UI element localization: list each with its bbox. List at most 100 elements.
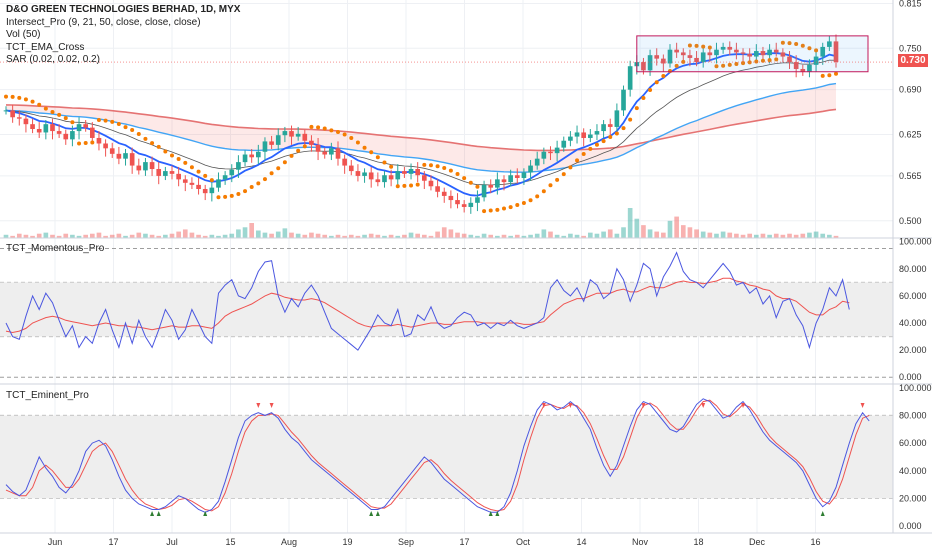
legend-intersect: Intersect_Pro (9, 21, 50, close, close, … xyxy=(6,16,201,28)
candle-body xyxy=(335,148,341,159)
volume-bar xyxy=(163,234,168,238)
candle-body xyxy=(587,134,593,138)
volume-bar xyxy=(627,208,633,238)
sar-dot xyxy=(362,145,367,150)
volume-bar xyxy=(435,231,440,238)
sar-dot xyxy=(17,95,22,100)
candle-body xyxy=(508,175,513,183)
candle-body xyxy=(395,171,401,180)
sar-dots xyxy=(4,40,838,214)
sar-dot xyxy=(269,171,274,176)
candle-body xyxy=(189,182,195,185)
candle-body xyxy=(747,53,753,57)
candle-body xyxy=(594,131,600,135)
sar-dot xyxy=(681,59,686,64)
volume-bar xyxy=(475,235,480,238)
sar-dot xyxy=(302,144,307,149)
buy-arrow-icon xyxy=(820,511,825,516)
candle-body xyxy=(707,52,713,56)
volume-bar xyxy=(787,233,792,238)
volume-bar xyxy=(362,234,367,238)
sar-dot xyxy=(316,125,321,130)
volume-bar xyxy=(255,230,261,238)
sar-dot xyxy=(648,88,653,93)
candle-body xyxy=(70,131,75,140)
sar-dot xyxy=(807,46,812,51)
candle-body xyxy=(255,151,261,158)
sar-dot xyxy=(256,181,261,186)
volume-bar xyxy=(408,232,414,238)
volume-bar xyxy=(767,234,772,238)
y-tick-label: 0.000 xyxy=(899,521,922,531)
sar-dot xyxy=(375,155,380,160)
candle-body xyxy=(548,151,553,154)
sar-dot xyxy=(734,62,739,67)
volume-bar xyxy=(249,223,255,238)
candle-body xyxy=(495,179,500,188)
volume-bar xyxy=(136,232,142,238)
y-tick-label: 60.000 xyxy=(899,291,927,301)
volume-bar xyxy=(574,234,580,238)
volume-bar xyxy=(694,229,699,238)
sar-dot xyxy=(774,57,779,62)
sar-dot xyxy=(83,141,88,146)
candle-body xyxy=(36,129,42,133)
x-tick-label: Dec xyxy=(749,537,766,547)
candle-body xyxy=(528,165,533,173)
sar-dot xyxy=(90,140,95,145)
sar-dot xyxy=(37,102,42,107)
sar-dot xyxy=(528,198,533,203)
sar-dot xyxy=(415,182,420,187)
volume-bar xyxy=(176,231,181,238)
sar-dot xyxy=(541,189,546,194)
sar-dot xyxy=(243,189,248,194)
candle-body xyxy=(435,186,440,192)
sar-dot xyxy=(249,185,254,190)
volume-bar xyxy=(196,234,201,238)
sar-dot xyxy=(369,150,374,155)
sell-arrow-icon xyxy=(701,403,706,408)
sar-dot xyxy=(329,128,334,133)
sar-dot xyxy=(30,99,35,104)
volume-bar xyxy=(601,231,606,238)
sar-dot xyxy=(488,208,493,213)
sar-dot xyxy=(57,112,62,117)
sar-dot xyxy=(701,44,706,49)
sar-dot xyxy=(203,173,208,178)
candle-body xyxy=(3,110,9,112)
candle-body xyxy=(800,68,806,72)
ema-fill xyxy=(6,83,836,173)
candle-body xyxy=(534,158,540,166)
volume-bar xyxy=(461,233,467,238)
candle-body xyxy=(262,141,268,152)
volume-bar xyxy=(581,235,587,238)
volume-bar xyxy=(355,235,361,238)
sar-dot xyxy=(482,209,487,214)
candle-body xyxy=(607,124,613,127)
candle-body xyxy=(322,151,328,155)
y-tick-label: 100.000 xyxy=(899,383,932,393)
candle-body xyxy=(76,124,82,132)
candle-body xyxy=(833,41,839,63)
x-tick-label: 19 xyxy=(342,537,352,547)
momentum-main-line xyxy=(5,251,850,351)
volume-bar xyxy=(315,233,321,238)
candle-body xyxy=(408,169,414,174)
volume-bar xyxy=(23,234,29,238)
volume-bar xyxy=(295,233,301,238)
sar-dot xyxy=(555,177,560,182)
volume-bar xyxy=(641,225,646,238)
volume-bar xyxy=(707,232,713,238)
volume-bar xyxy=(189,232,195,238)
sar-dot xyxy=(236,192,241,197)
x-tick-label: Jul xyxy=(166,537,178,547)
y-tick-label: 0.815 xyxy=(899,0,922,8)
indicator-band xyxy=(0,415,893,499)
volume-bar xyxy=(149,234,155,238)
sar-dot xyxy=(428,163,433,168)
sar-dot xyxy=(614,131,619,136)
sar-dot xyxy=(780,40,785,45)
candle-body xyxy=(601,124,606,132)
